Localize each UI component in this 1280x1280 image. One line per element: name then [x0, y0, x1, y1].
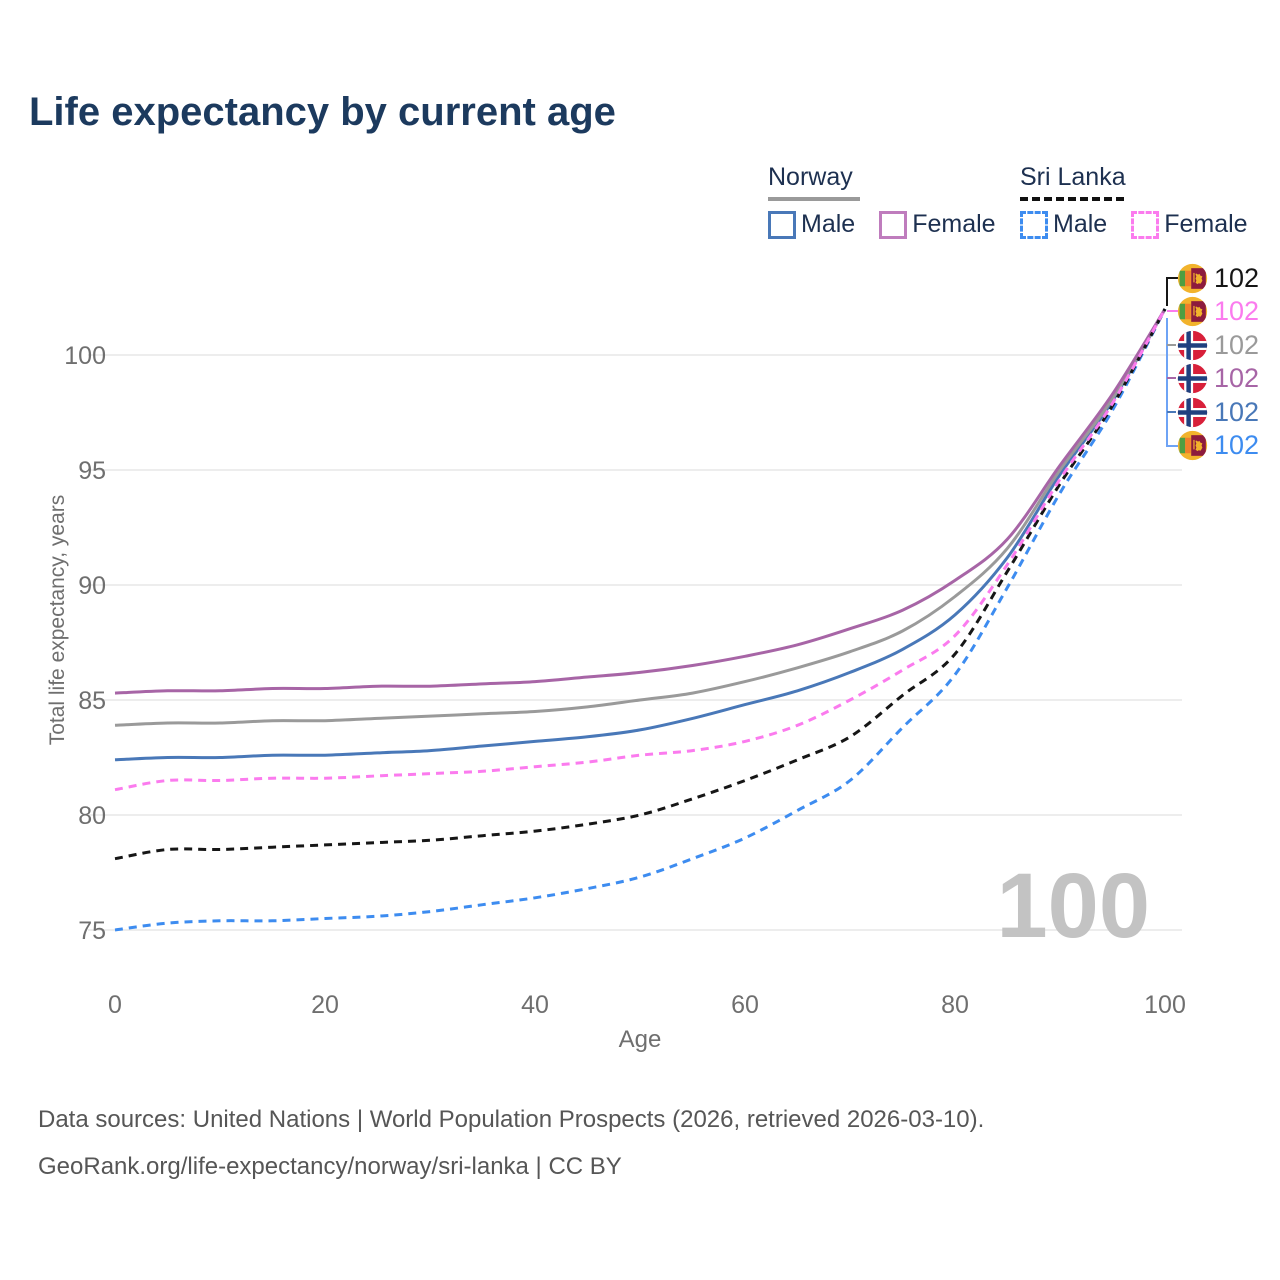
chart-title: Life expectancy by current age	[29, 90, 616, 134]
sri-lanka-flag-icon	[1177, 296, 1208, 327]
line-norway-male	[114, 308, 1167, 762]
end-label-sri-lanka-female: 102	[1177, 296, 1259, 328]
x-tick-label-100: 100	[1144, 991, 1186, 1019]
legend: Norway Male Female Sri Lanka Male Female	[0, 163, 1280, 243]
norway-flag-icon	[1177, 330, 1208, 360]
norway-flag-icon	[1177, 397, 1208, 427]
y-tick-label-90: 90	[78, 572, 106, 600]
end-label-norway-both-sexes: 102	[1177, 329, 1259, 361]
footer-data-sources: Data sources: United Nations | World Pop…	[38, 1106, 985, 1133]
y-tick-label-85: 85	[78, 687, 106, 715]
age-watermark: 100	[996, 855, 1151, 957]
x-tick-label-80: 80	[941, 991, 969, 1019]
end-value-norway-female: 102	[1214, 363, 1260, 393]
legend-sri-lanka-label: Sri Lanka	[1020, 163, 1126, 191]
legend-norway-solid-line-sample	[768, 197, 860, 201]
x-tick-label-0: 0	[108, 991, 122, 1019]
legend-norway-label: Norway	[768, 163, 853, 191]
legend-group-norway: Norway Male Female	[768, 163, 996, 239]
line-sri-lanka-male	[114, 308, 1167, 932]
line-sri-lanka-female	[114, 308, 1167, 792]
footer-attribution-link: GeoRank.org/life-expectancy/norway/sri-l…	[38, 1153, 622, 1180]
y-tick-label-100: 100	[64, 342, 106, 370]
legend-sri-lanka-female-label[interactable]: Female	[1164, 210, 1248, 238]
footer: Data sources: United Nations | World Pop…	[38, 1106, 984, 1181]
y-tick-label-80: 80	[78, 802, 106, 830]
norway-flag-icon	[1177, 363, 1208, 394]
leader-bracket	[1166, 318, 1180, 447]
legend-swatch-sri-lanka-female[interactable]	[1131, 210, 1160, 239]
x-tick-label-40: 40	[521, 991, 549, 1019]
end-value-norway-both-sexes: 102	[1214, 329, 1260, 360]
legend-sri-lanka-dashed-line-sample	[1020, 197, 1124, 201]
line-norway-female	[114, 308, 1167, 695]
legend-sri-lanka-male-label[interactable]: Male	[1053, 210, 1108, 238]
end-value-sri-lanka-both-sexes: 102	[1214, 262, 1260, 293]
leader-sri-lanka-both	[1166, 277, 1180, 306]
y-tick-label-95: 95	[78, 457, 106, 485]
line-chart-plot: 75 80 85 90 95 100 0 20 40 60 80 100	[64, 277, 1186, 1019]
y-axis-title: Total life expectancy, years	[46, 494, 69, 746]
y-tick-label-75: 75	[78, 917, 106, 945]
legend-swatch-norway-female[interactable]	[879, 210, 908, 239]
legend-swatch-norway-male[interactable]	[768, 210, 796, 239]
end-label-sri-lanka-male: 102	[1177, 430, 1259, 462]
end-value-sri-lanka-male: 102	[1214, 430, 1260, 460]
x-tick-label-20: 20	[311, 991, 339, 1019]
line-sri-lanka-both-sexes	[114, 308, 1167, 861]
x-axis-title: Age	[618, 1026, 662, 1053]
end-value-sri-lanka-female: 102	[1214, 296, 1260, 326]
end-label-sri-lanka-both-sexes: 102	[1177, 262, 1259, 294]
sri-lanka-flag-icon	[1177, 263, 1208, 293]
legend-norway-female-label[interactable]: Female	[912, 210, 996, 238]
end-label-norway-male: 102	[1177, 396, 1259, 428]
legend-norway-male-label[interactable]: Male	[801, 210, 856, 238]
end-value-norway-male: 102	[1214, 396, 1260, 427]
x-tick-label-60: 60	[731, 991, 759, 1019]
line-norway-both-sexes	[114, 308, 1167, 727]
end-label-norway-female: 102	[1177, 363, 1259, 395]
legend-group-sri-lanka: Sri Lanka Male Female	[1020, 163, 1248, 239]
legend-swatch-sri-lanka-male[interactable]	[1020, 210, 1048, 239]
sri-lanka-flag-icon	[1177, 430, 1208, 461]
